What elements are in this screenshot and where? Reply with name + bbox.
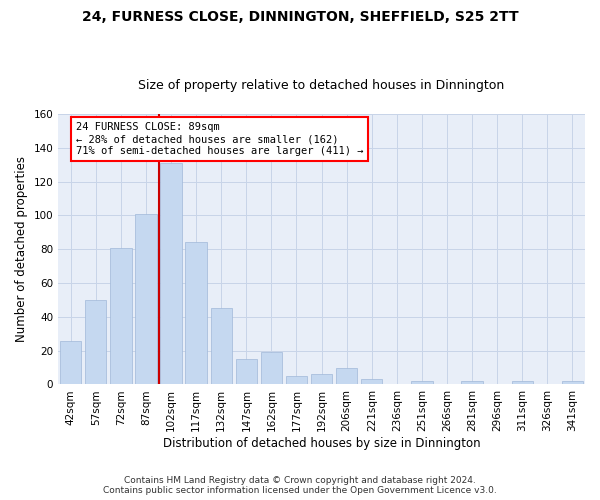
Bar <box>562 381 583 384</box>
Bar <box>512 381 533 384</box>
X-axis label: Distribution of detached houses by size in Dinnington: Distribution of detached houses by size … <box>163 437 481 450</box>
Bar <box>211 308 232 384</box>
Bar <box>160 163 182 384</box>
Text: Contains HM Land Registry data © Crown copyright and database right 2024.
Contai: Contains HM Land Registry data © Crown c… <box>103 476 497 495</box>
Bar <box>85 300 106 384</box>
Bar <box>185 242 207 384</box>
Bar <box>461 381 483 384</box>
Bar <box>336 368 358 384</box>
Bar <box>361 380 382 384</box>
Bar <box>236 359 257 384</box>
Bar <box>261 352 282 384</box>
Y-axis label: Number of detached properties: Number of detached properties <box>15 156 28 342</box>
Title: Size of property relative to detached houses in Dinnington: Size of property relative to detached ho… <box>139 79 505 92</box>
Bar <box>136 214 157 384</box>
Bar <box>411 381 433 384</box>
Bar <box>286 376 307 384</box>
Bar <box>60 340 82 384</box>
Bar <box>311 374 332 384</box>
Bar <box>110 248 131 384</box>
Text: 24 FURNESS CLOSE: 89sqm
← 28% of detached houses are smaller (162)
71% of semi-d: 24 FURNESS CLOSE: 89sqm ← 28% of detache… <box>76 122 363 156</box>
Text: 24, FURNESS CLOSE, DINNINGTON, SHEFFIELD, S25 2TT: 24, FURNESS CLOSE, DINNINGTON, SHEFFIELD… <box>82 10 518 24</box>
